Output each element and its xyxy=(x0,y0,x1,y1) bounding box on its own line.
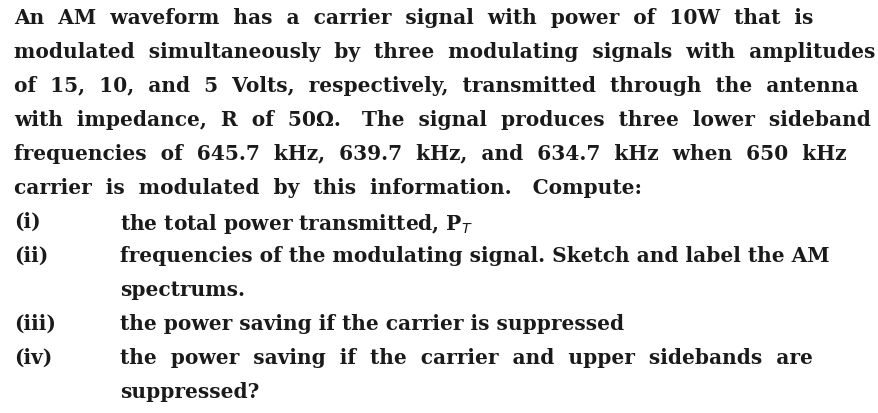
Text: An  AM  waveform  has  a  carrier  signal  with  power  of  10W  that  is: An AM waveform has a carrier signal with… xyxy=(14,8,812,28)
Text: modulated  simultaneously  by  three  modulating  signals  with  amplitudes: modulated simultaneously by three modula… xyxy=(14,42,874,62)
Text: (ii): (ii) xyxy=(14,246,48,266)
Text: frequencies of the modulating signal. Sketch and label the AM: frequencies of the modulating signal. Sk… xyxy=(120,246,829,266)
Text: (i): (i) xyxy=(14,212,40,232)
Text: frequencies  of  645.7  kHz,  639.7  kHz,  and  634.7  kHz  when  650  kHz: frequencies of 645.7 kHz, 639.7 kHz, and… xyxy=(14,144,846,164)
Text: suppressed?: suppressed? xyxy=(120,382,259,402)
Text: (iii): (iii) xyxy=(14,314,56,334)
Text: the power saving if the carrier is suppressed: the power saving if the carrier is suppr… xyxy=(120,314,623,334)
Text: the  power  saving  if  the  carrier  and  upper  sidebands  are: the power saving if the carrier and uppe… xyxy=(120,348,812,368)
Text: with  impedance,  R  of  50Ω.   The  signal  produces  three  lower  sideband: with impedance, R of 50Ω. The signal pro… xyxy=(14,110,870,130)
Text: (iv): (iv) xyxy=(14,348,52,368)
Text: of  15,  10,  and  5  Volts,  respectively,  transmitted  through  the  antenna: of 15, 10, and 5 Volts, respectively, tr… xyxy=(14,76,858,96)
Text: spectrums.: spectrums. xyxy=(120,280,245,300)
Text: carrier  is  modulated  by  this  information.   Compute:: carrier is modulated by this information… xyxy=(14,178,641,198)
Text: the total power transmitted, P$_{T}$: the total power transmitted, P$_{T}$ xyxy=(120,212,472,236)
